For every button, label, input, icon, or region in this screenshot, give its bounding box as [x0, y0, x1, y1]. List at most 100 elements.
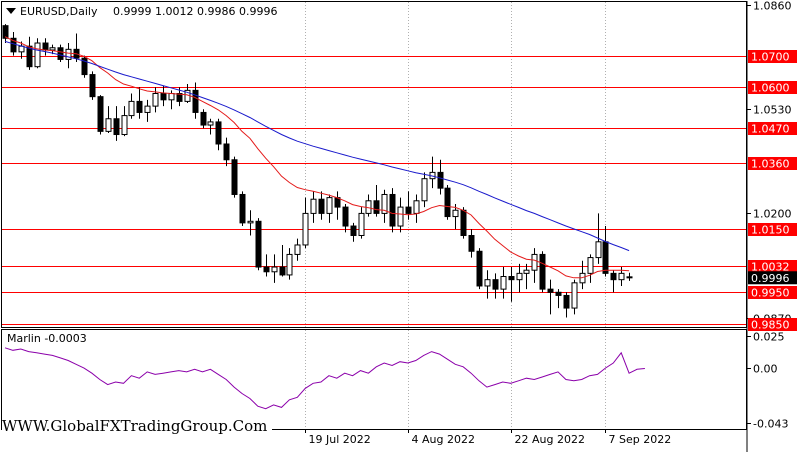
candle-body-37	[294, 244, 301, 255]
horizontal-levels	[2, 56, 746, 325]
candle-body-40	[318, 198, 325, 214]
candle-body-19	[152, 93, 159, 107]
candle-10	[81, 55, 88, 78]
candle-77	[610, 270, 617, 293]
level-label-4: 1.0150	[751, 224, 790, 237]
candle-body-58	[460, 209, 467, 236]
time-tick-label-2: 22 Aug 2022	[515, 433, 585, 446]
level-tag-2	[748, 122, 797, 135]
candle-body-72	[571, 282, 578, 309]
candle-48	[381, 189, 388, 223]
candle-body-21	[168, 93, 175, 101]
candle-body-65	[516, 272, 523, 281]
indicator-tick-label-2: -0.043	[753, 418, 788, 431]
collapse-triangle-icon[interactable]	[6, 8, 16, 14]
candle-69	[547, 279, 554, 315]
candle-56	[444, 185, 451, 220]
candle-body-25	[200, 111, 207, 126]
indicator-tick-label-1: 0.00	[753, 363, 778, 376]
candle-body-27	[215, 121, 222, 145]
candle-body-31	[247, 220, 254, 224]
level-label-7: 0.9850	[751, 319, 790, 332]
candle-39	[310, 191, 317, 223]
candle-body-26	[207, 121, 214, 126]
level-tag-0	[748, 50, 797, 63]
candle-body-4	[34, 42, 41, 68]
candle-body-41	[326, 197, 333, 214]
candle-61	[484, 270, 491, 299]
candle-body-30	[239, 193, 246, 224]
candle-16	[128, 93, 135, 119]
candle-body-52	[413, 200, 420, 214]
level-label-6: 0.9950	[751, 287, 790, 300]
symbol-label: EURUSD,Daily	[20, 5, 98, 18]
candle-38	[302, 197, 309, 249]
candle-6	[49, 44, 56, 55]
level-tag-6	[748, 286, 797, 299]
candle-37	[294, 238, 301, 261]
candle-14	[113, 106, 120, 141]
candle-7	[57, 44, 64, 62]
candle-33	[263, 254, 270, 277]
candle-body-69	[547, 288, 554, 293]
candle-body-32	[255, 220, 262, 268]
candle-26	[207, 118, 214, 135]
candle-body-38	[302, 212, 309, 246]
candle-body-60	[476, 250, 483, 287]
candle-60	[476, 248, 483, 290]
candle-body-22	[176, 93, 183, 102]
moving-average-slow	[4, 40, 630, 252]
candle-body-50	[397, 206, 404, 227]
candle-34	[271, 254, 278, 283]
candle-40	[318, 191, 325, 220]
candle-body-16	[128, 100, 135, 117]
moving-average-fast	[4, 36, 630, 279]
watermark-text: WWW.GlobalFXTradingGroup.Com	[2, 417, 268, 435]
candle-body-33	[263, 266, 270, 273]
candle-13	[105, 106, 112, 133]
candle-50	[397, 197, 404, 233]
candle-74	[587, 254, 594, 283]
candle-11	[89, 71, 96, 100]
candle-49	[389, 188, 396, 233]
current-price-tag: 0.9996	[748, 271, 797, 285]
candle-30	[239, 191, 246, 227]
candle-44	[350, 222, 357, 242]
candle-28	[223, 137, 230, 167]
candle-65	[516, 263, 523, 293]
candle-body-78	[618, 272, 625, 281]
ohlc-label: 0.9999 1.0012 0.9986 0.9996	[113, 5, 277, 18]
candle-body-56	[444, 187, 451, 218]
main-plot-frame	[1, 1, 747, 328]
candle-body-48	[381, 193, 388, 214]
candle-0	[2, 24, 9, 44]
candle-body-5	[42, 42, 49, 51]
level-label-1: 1.0600	[751, 82, 790, 95]
candle-body-64	[508, 276, 515, 281]
time-tick-label-3: 7 Sep 2022	[609, 433, 672, 446]
candle-53	[421, 172, 428, 208]
time-axis-ticks: 19 Jul 2022 4 Aug 2022 22 Aug 2022 7 Sep 20…	[305, 429, 672, 446]
candle-35	[279, 244, 286, 277]
candle-57	[452, 203, 459, 230]
candle-45	[358, 207, 365, 239]
candle-body-79	[626, 276, 633, 279]
candle-body-67	[531, 253, 538, 271]
candlestick-series	[2, 24, 633, 318]
candle-body-49	[389, 193, 396, 227]
candle-62	[492, 273, 499, 299]
candle-body-74	[587, 257, 594, 274]
marlin-indicator-line	[4, 347, 645, 410]
candle-body-66	[523, 269, 530, 274]
candle-67	[531, 248, 538, 283]
candle-64	[508, 267, 515, 302]
candle-body-29	[231, 159, 238, 195]
current-price-label: 0.9996	[751, 272, 790, 285]
candle-body-12	[97, 96, 104, 132]
level-label-3: 1.0360	[751, 158, 790, 171]
candle-body-44	[350, 225, 357, 236]
candle-body-15	[121, 115, 128, 136]
candle-19	[152, 87, 159, 113]
candle-47	[373, 185, 380, 217]
